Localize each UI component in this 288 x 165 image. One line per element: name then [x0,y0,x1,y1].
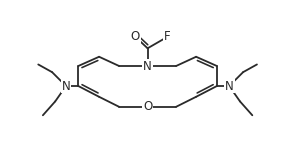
Text: O: O [131,30,140,43]
Text: N: N [143,60,152,72]
Text: N: N [62,80,70,93]
Text: N: N [225,80,234,93]
Text: O: O [143,100,152,113]
Text: F: F [164,30,171,43]
